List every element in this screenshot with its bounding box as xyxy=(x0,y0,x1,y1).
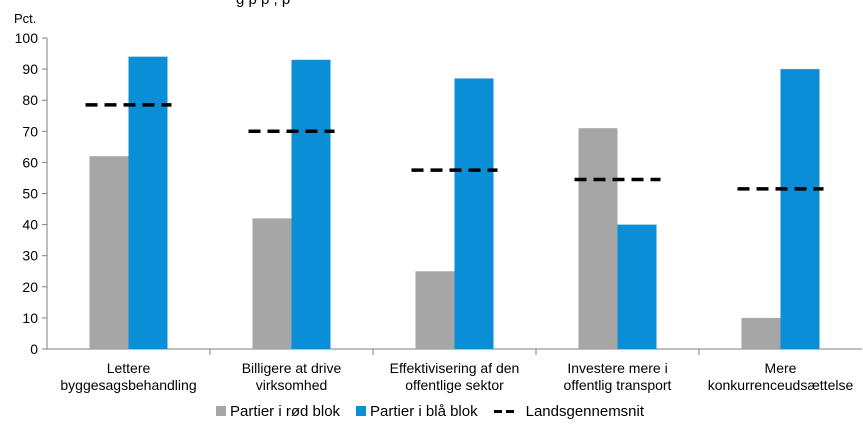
bar-red-bloc xyxy=(252,218,292,349)
y-tick-label: 30 xyxy=(22,248,38,264)
bar-red-bloc xyxy=(89,156,129,349)
y-tick-label: 40 xyxy=(22,217,38,233)
chart-subtitle-fragment: g p p , p xyxy=(236,0,290,8)
y-tick-label: 50 xyxy=(22,186,38,202)
y-tick-label: 90 xyxy=(22,61,38,77)
y-tick-label: 20 xyxy=(22,279,38,295)
x-category-label: Billigere at drive xyxy=(242,360,342,376)
y-tick-label: 100 xyxy=(15,30,39,46)
x-category-label: Lettere xyxy=(107,360,151,376)
legend-item-blue-bloc: Partier i blå blok xyxy=(356,403,478,420)
bar-blue-bloc xyxy=(291,59,331,350)
bar-red-bloc xyxy=(578,128,618,349)
y-tick-label: 70 xyxy=(22,123,38,139)
legend-swatch-blue-bloc xyxy=(356,406,367,416)
legend-label-national-average: Landsgennemsnit xyxy=(525,402,645,420)
legend-swatch-red-bloc xyxy=(216,406,226,416)
x-category-label: virksomhed xyxy=(256,377,328,393)
legend-label-blue-bloc: Partier i blå blok xyxy=(370,402,478,420)
legend-item-red-bloc: Partier i rød blok xyxy=(216,403,340,420)
bar-blue-bloc xyxy=(128,56,168,349)
x-category-label: Effektivisering af den xyxy=(390,360,520,376)
y-tick-label: 60 xyxy=(22,154,38,170)
y-axis-unit-label: Pct. xyxy=(14,11,36,26)
y-tick-label: 80 xyxy=(22,92,38,108)
legend-item-national-average: Landsgennemsnit xyxy=(493,402,645,420)
bar-red-bloc xyxy=(741,317,781,349)
x-category-label: Investere mere i xyxy=(567,360,667,376)
bar-blue-bloc xyxy=(617,224,657,349)
x-category-label: offentlige sektor xyxy=(405,377,504,393)
x-category-label: offentlig transport xyxy=(564,377,672,393)
x-category-label: Mere xyxy=(765,360,797,376)
legend-label-red-bloc: Partier i rød blok xyxy=(230,402,341,420)
bar-blue-bloc xyxy=(780,69,820,349)
x-category-label: byggesagsbehandling xyxy=(60,377,196,393)
chart-legend: Partier i rød blok Partier i blå blok La… xyxy=(216,400,660,422)
legend-swatch-national-average xyxy=(493,405,516,417)
x-category-label: konkurrenceudsættelse xyxy=(708,377,854,393)
bar-blue-bloc xyxy=(454,78,494,350)
bar-red-bloc xyxy=(415,271,455,349)
y-tick-label: 10 xyxy=(22,310,38,326)
y-tick-label: 0 xyxy=(30,341,38,357)
